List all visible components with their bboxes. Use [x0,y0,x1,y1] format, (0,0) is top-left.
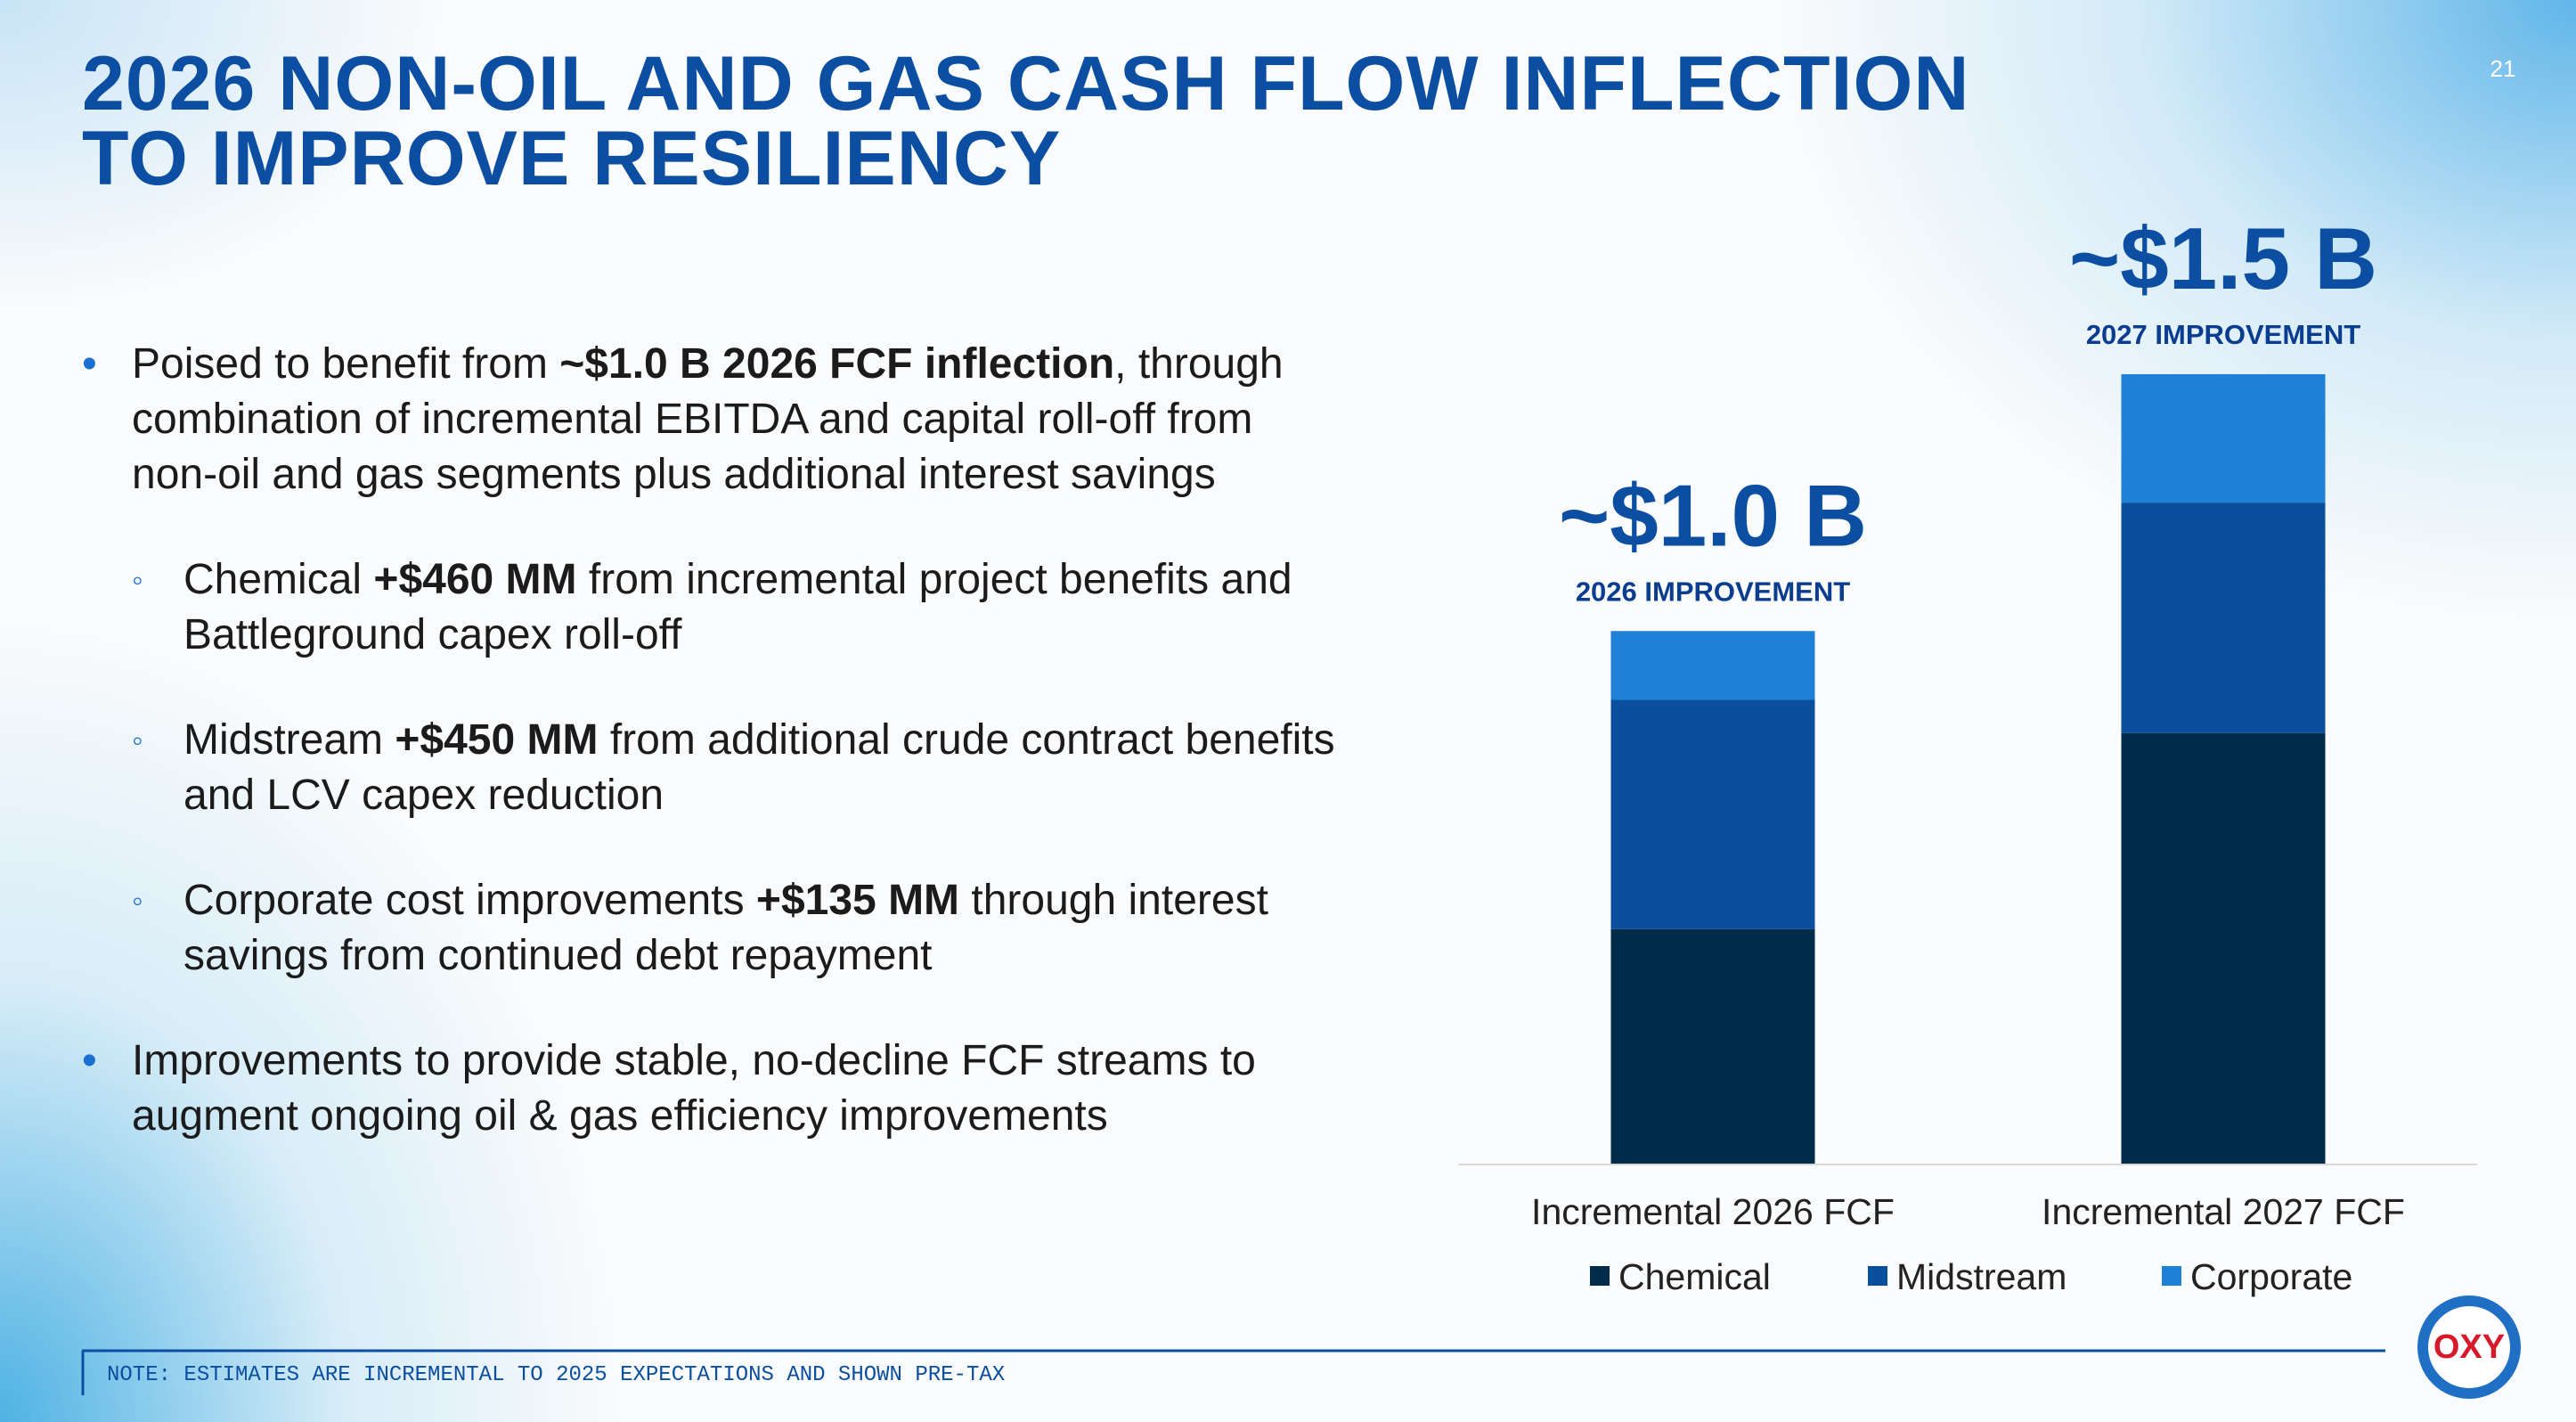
total-caption: 2026 IMPROVEMENT [1576,576,1850,607]
text: Midstream [183,716,395,764]
slide-title: 2026 NON-OIL AND GAS CASH FLOW INFLECTIO… [82,41,1970,201]
legend-label: Chemical [1618,1256,1771,1297]
legend-swatch [1868,1266,1887,1286]
logo: OXY [2433,1328,2505,1366]
sub-bullet: Midstream +$450 MM from additional crude… [132,713,1347,823]
legend-label: Corporate [2190,1256,2352,1297]
text: from incremental project benefits and Ba… [183,556,1292,658]
bold-text: +$450 MM [395,716,599,764]
bold-text: +$135 MM [755,877,960,924]
total-label: ~$1.5 B [2069,209,2377,307]
title-line: TO IMPROVE RESILIENCY [82,116,1062,201]
bold-text: ~$1.0 B 2026 FCF inflection [559,340,1115,388]
text: Corporate cost improvements [183,877,756,924]
bar-segment [2121,503,2326,733]
bullet: Poised to benefit from ~$1.0 B 2026 FCF … [82,337,1347,984]
bold-text: +$460 MM [373,556,577,603]
text: Improvements to provide stable, no-decli… [132,1037,1256,1140]
x-tick-label: Incremental 2026 FCF [1531,1191,1895,1232]
bullet-list: Poised to benefit from ~$1.0 B 2026 FCF … [82,337,1347,1194]
bar-segment [1610,928,1815,1164]
text: Chemical [183,556,374,603]
legend-swatch [1590,1266,1610,1286]
text: from additional crude contract benefits … [183,716,1335,819]
x-tick-label: Incremental 2027 FCF [2042,1191,2405,1232]
logo-ring [2417,1295,2521,1399]
bar-segment [1610,631,1815,700]
text: Poised to benefit from [132,340,560,388]
legend-label: Midstream [1896,1256,2067,1297]
bar-segment [1610,699,1815,929]
bar-segment [2121,732,2326,1164]
title-line: 2026 NON-OIL AND GAS CASH FLOW INFLECTIO… [82,41,1970,127]
bar-segment [2121,373,2326,503]
text: through interest savings from continued … [183,877,1268,979]
sub-bullet: Corporate cost improvements +$135 MM thr… [132,873,1347,984]
page-number: 21 [2490,55,2516,82]
sub-bullet: Chemical +$460 MM from incremental proje… [132,552,1347,663]
bullet: Improvements to provide stable, no-decli… [82,1034,1347,1144]
legend-swatch [2162,1266,2181,1286]
text: , through combination of incremental EBI… [132,340,1284,498]
total-caption: 2027 IMPROVEMENT [2086,319,2360,350]
footnote: NOTE: ESTIMATES ARE INCREMENTAL TO 2025 … [107,1363,1006,1387]
total-label: ~$1.0 B [1559,466,1867,564]
